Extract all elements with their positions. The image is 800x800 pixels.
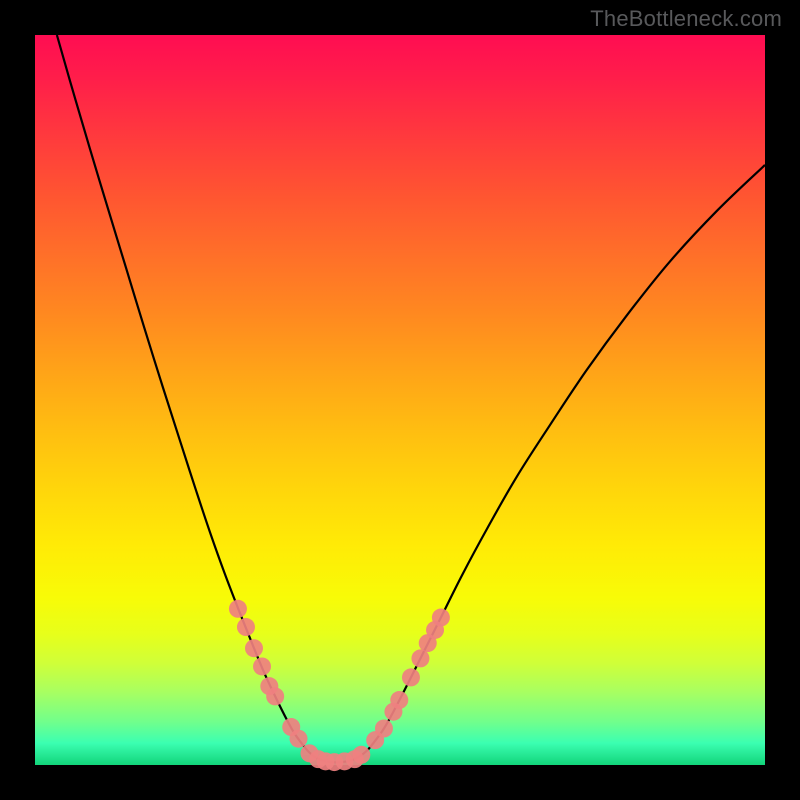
data-marker	[432, 609, 450, 627]
data-marker	[245, 639, 263, 657]
data-marker	[402, 668, 420, 686]
bottleneck-curve	[57, 35, 765, 762]
data-marker	[290, 730, 308, 748]
marker-layer	[229, 600, 450, 771]
plot-area	[35, 35, 765, 765]
watermark: TheBottleneck.com	[590, 6, 782, 32]
data-marker	[229, 600, 247, 618]
data-marker	[375, 720, 393, 738]
data-marker	[253, 657, 271, 675]
data-marker	[266, 687, 284, 705]
curve-overlay	[35, 35, 765, 765]
data-marker	[390, 691, 408, 709]
data-marker	[237, 618, 255, 636]
chart-outer-frame: TheBottleneck.com	[0, 0, 800, 800]
data-marker	[352, 746, 370, 764]
data-marker	[411, 649, 429, 667]
